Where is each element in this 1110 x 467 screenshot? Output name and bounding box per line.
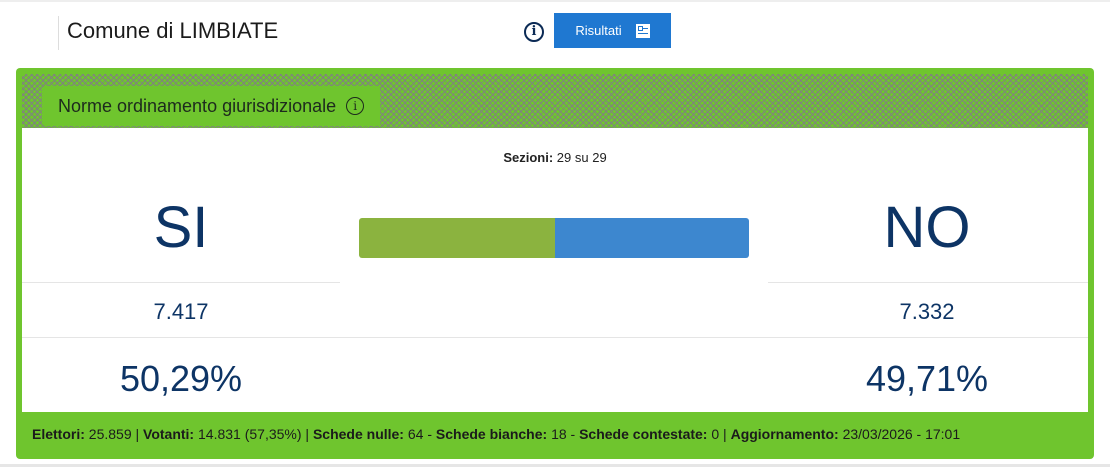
sections-label: Sezioni: — [503, 150, 554, 165]
question-title: Norme ordinamento giurisdizionale — [58, 95, 337, 116]
info-icon[interactable]: i — [524, 22, 544, 42]
referendum-card: Norme ordinamento giurisdizionale i Sezi… — [16, 68, 1094, 459]
bianche-label: Schede bianche: — [435, 426, 548, 442]
header-separator — [58, 16, 59, 50]
aggiornamento-value: 23/03/2026 - 17:01 — [842, 426, 961, 442]
sections-count: Sezioni: 29 su 29 — [22, 150, 1088, 165]
bianche-value: 18 — [551, 426, 567, 442]
yes-votes: 7.417 — [153, 299, 209, 324]
nulle-value: 64 — [407, 426, 424, 442]
divider — [22, 337, 1088, 338]
no-bar-segment — [555, 218, 749, 258]
result-bar — [359, 218, 749, 258]
yes-bar-segment — [359, 218, 556, 258]
divider — [768, 282, 1088, 283]
list-icon — [635, 23, 650, 38]
no-votes: 7.332 — [899, 299, 955, 324]
votanti-value: 14.831 (57,35%) — [198, 426, 302, 442]
summary-footer: Elettori: 25.859 | Votanti: 14.831 (57,3… — [32, 426, 961, 442]
contestate-value: 0 — [711, 426, 720, 442]
contestate-label: Schede contestate: — [579, 426, 708, 442]
card-header-pattern: Norme ordinamento giurisdizionale i — [22, 74, 1088, 128]
divider — [22, 282, 340, 283]
question-info-icon[interactable]: i — [346, 97, 365, 115]
elettori-label: Elettori: — [32, 426, 85, 442]
no-label: NO — [883, 195, 971, 260]
top-divider — [0, 0, 1110, 2]
votanti-label: Votanti: — [143, 426, 195, 442]
yes-label: SI — [153, 195, 209, 260]
sections-value: 29 su 29 — [556, 150, 607, 165]
no-percent: 49,71% — [865, 358, 989, 399]
aggiornamento-label: Aggiornamento: — [730, 426, 839, 442]
page-title: Comune di LIMBIATE — [67, 18, 279, 43]
results-body: Sezioni: 29 su 29 SI NO 7.417 7.332 50,2… — [22, 128, 1088, 412]
results-button-label: Risultati — [575, 23, 622, 38]
bottom-divider — [0, 464, 1110, 467]
question-label: Norme ordinamento giurisdizionale i — [42, 86, 381, 126]
nulle-label: Schede nulle: — [312, 426, 404, 442]
elettori-value: 25.859 — [88, 426, 132, 442]
yes-percent: 50,29% — [119, 358, 243, 399]
results-button[interactable]: Risultati — [554, 13, 671, 48]
